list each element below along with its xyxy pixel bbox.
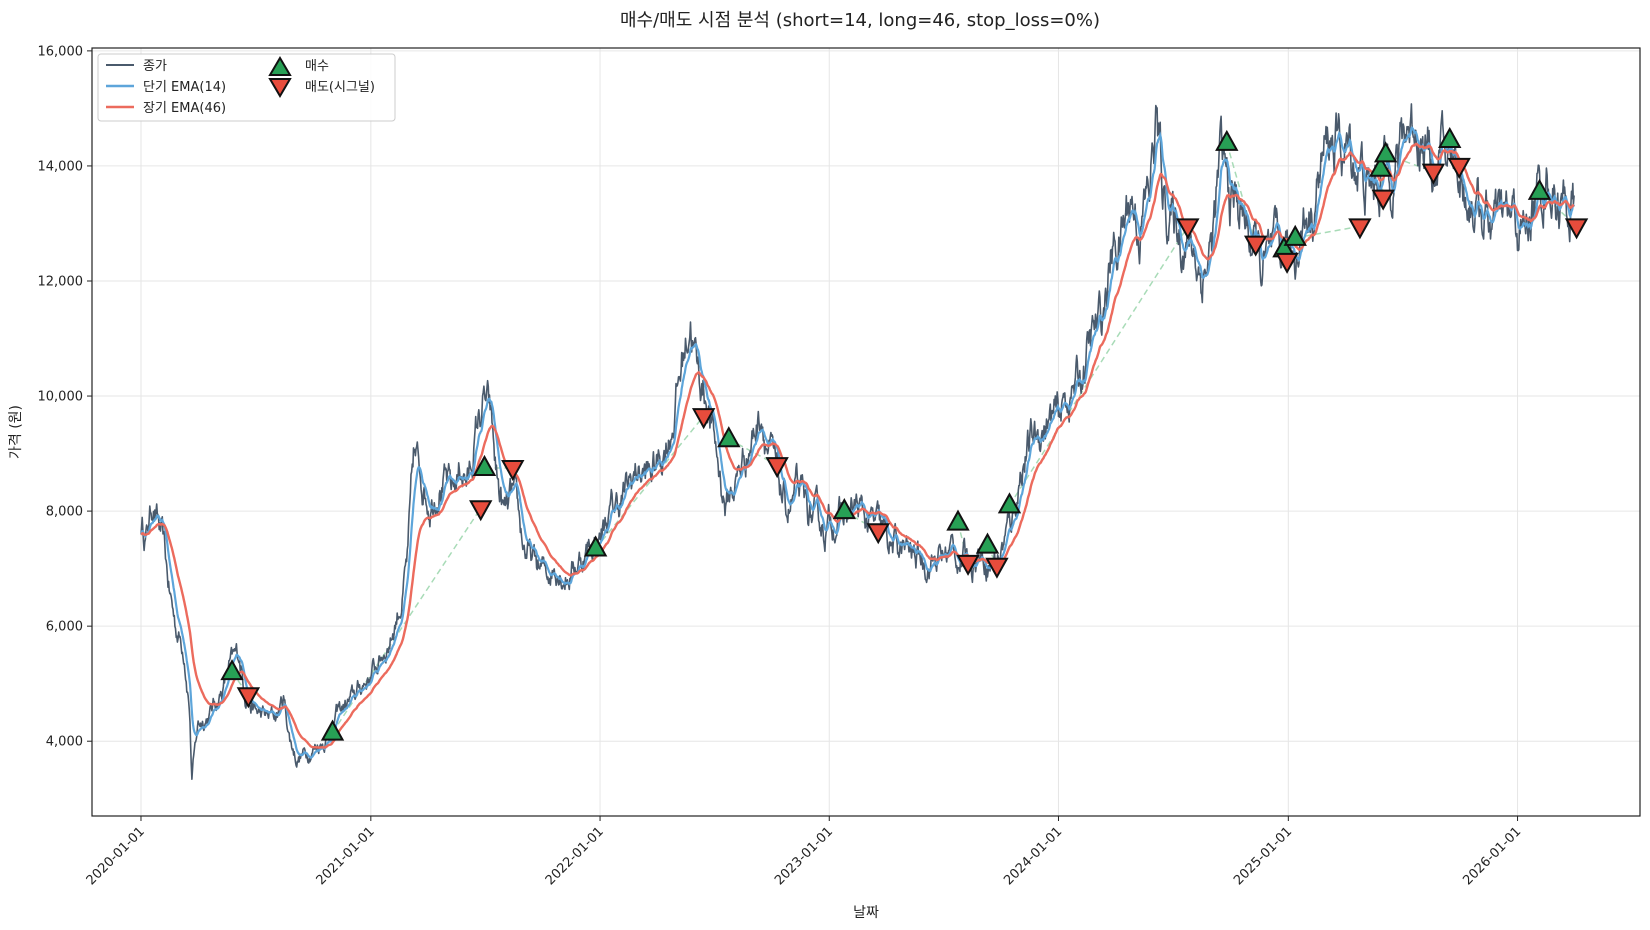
x-axis-label: 날짜 <box>853 905 879 921</box>
legend-label-ema-short: 단기 EMA(14) <box>143 80 226 95</box>
y-tick-label: 14,000 <box>38 159 84 174</box>
ema-short-line <box>140 126 1576 759</box>
sell-marker <box>469 500 493 522</box>
sell-marker <box>1275 252 1299 274</box>
series-layer <box>140 103 1576 780</box>
buy-marker <box>1373 141 1398 163</box>
sell-marker <box>1176 218 1200 240</box>
y-axis: 4,000 6,000 8,000 10,000 12,000 14,000 16,000 <box>38 44 92 750</box>
y-axis-label: 가격 (원) <box>8 405 24 459</box>
sell-marker <box>1564 218 1589 240</box>
sell-marker <box>1243 235 1268 257</box>
legend-swatch-sell <box>268 78 292 98</box>
legend-label-ema-long: 장기 EMA(46) <box>143 101 226 116</box>
buy-marker <box>472 454 497 476</box>
buy-marker <box>946 509 970 531</box>
sell-marker <box>985 557 1009 579</box>
buy-marker <box>975 532 1000 554</box>
buy-marker <box>997 492 1022 514</box>
legend-label-sell: 매도(시그널) <box>305 80 375 95</box>
buy-marker <box>220 659 244 681</box>
buy-marker <box>1527 178 1552 200</box>
sell-marker <box>1348 218 1372 240</box>
trade-link <box>595 415 705 549</box>
legend: 종가 단기 EMA(14) 장기 EMA(46) 매수 매도(시그널) <box>97 53 396 122</box>
trade-link <box>1008 225 1189 506</box>
buy-marker <box>717 426 741 448</box>
plot-frame <box>91 47 1641 817</box>
y-tick-label: 6,000 <box>46 620 83 635</box>
sell-marker <box>956 554 980 576</box>
sell-marker <box>1371 189 1395 211</box>
sell-marker <box>765 457 789 479</box>
y-tick-label: 10,000 <box>38 390 84 405</box>
buy-marker <box>583 535 608 557</box>
buy-marker <box>832 498 857 520</box>
buy-marker <box>1215 129 1239 151</box>
legend-swatch-buy <box>268 56 292 76</box>
grid <box>92 48 1640 816</box>
sell-marker <box>236 687 261 709</box>
legend-label-close: 종가 <box>143 59 167 74</box>
buy-marker <box>1283 224 1307 246</box>
buy-marker <box>1368 155 1393 177</box>
trade-link <box>1226 142 1257 244</box>
y-tick-label: 4,000 <box>46 735 83 750</box>
sell-marker <box>1421 163 1446 185</box>
y-tick-label: 12,000 <box>38 274 84 289</box>
chart-title: 매수/매도 시점 분석 (short=14, long=46, stop_los… <box>620 10 1100 31</box>
sell-marker <box>691 408 716 430</box>
legend-box <box>97 53 396 122</box>
buy-marker <box>1438 126 1462 149</box>
sell-marker <box>866 523 890 545</box>
buy-marker <box>320 719 345 741</box>
sell-marker <box>1447 157 1471 179</box>
close-price-line <box>140 103 1575 780</box>
y-tick-label: 16,000 <box>38 44 84 59</box>
legend-label-buy: 매수 <box>305 59 329 74</box>
markers-layer <box>220 126 1589 741</box>
y-tick-label: 8,000 <box>46 505 83 520</box>
sell-marker <box>501 459 525 482</box>
ema-long-line <box>140 142 1575 749</box>
